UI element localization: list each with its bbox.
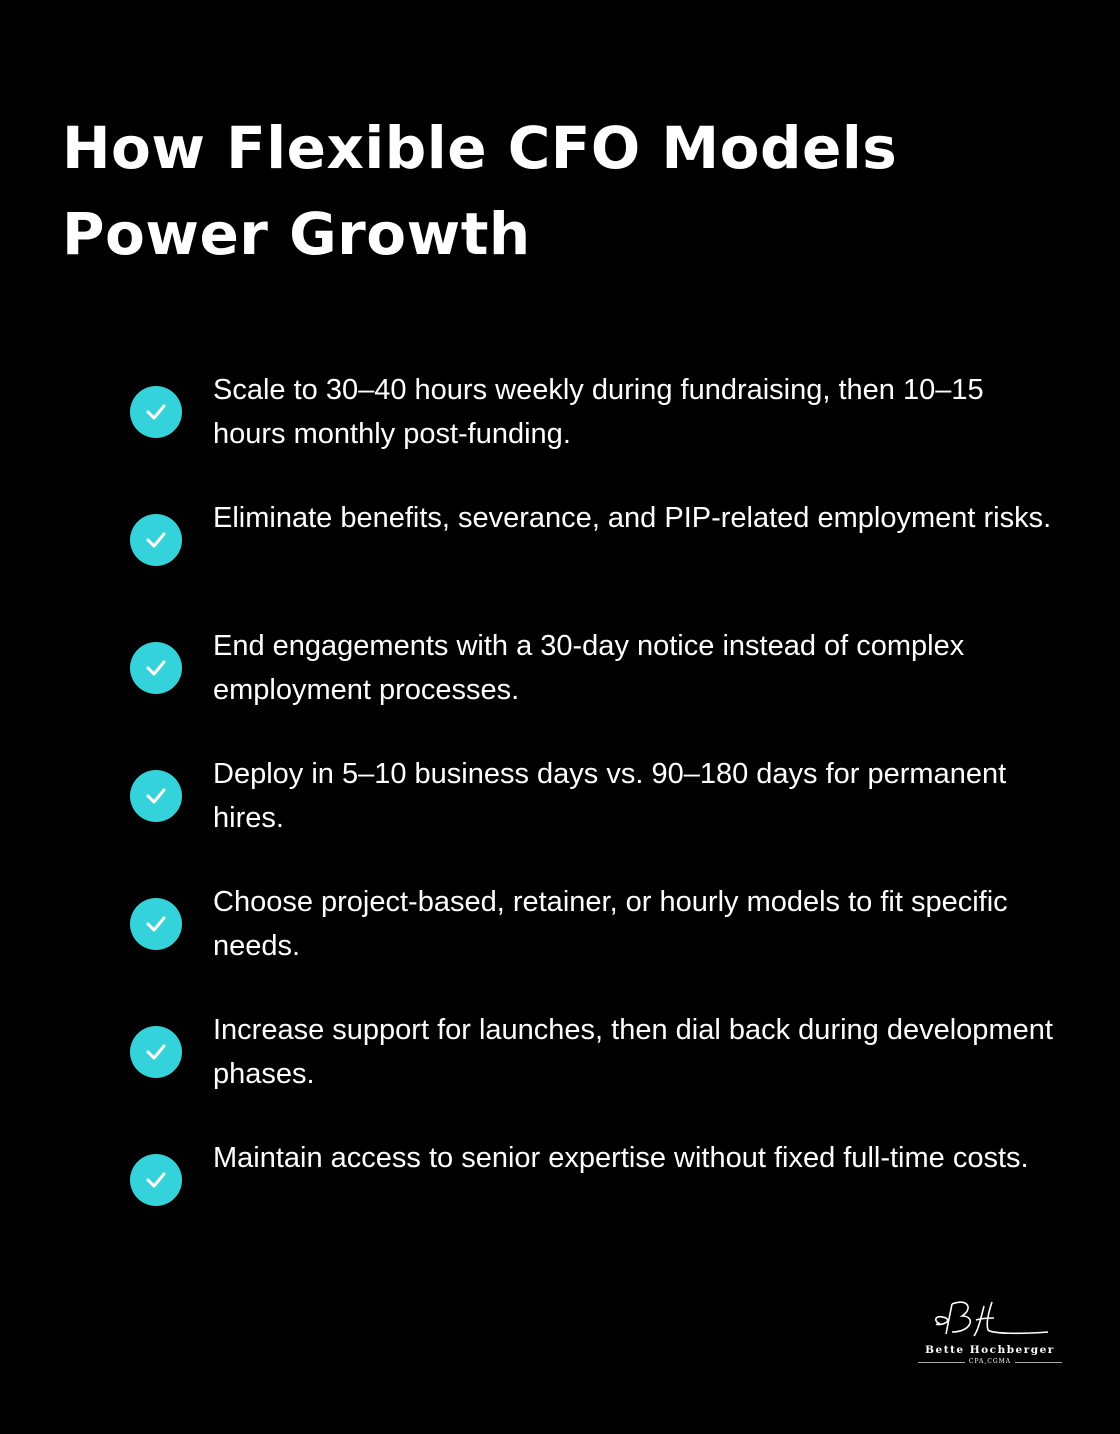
title-line-1: How Flexible CFO Models (62, 114, 898, 182)
check-circle-icon (130, 1154, 182, 1206)
logo-divider-left (918, 1361, 965, 1363)
page-title: How Flexible CFO Models Power Growth (62, 105, 1062, 277)
list-item-text: Scale to 30–40 hours weekly during fundr… (213, 374, 984, 450)
check-circle-icon (130, 642, 182, 694)
list-item-text: End engagements with a 30-day notice ins… (213, 630, 965, 706)
logo-credentials-row: CPA,CGMA (918, 1358, 1062, 1366)
list-item: Eliminate benefits, severance, and PIP-r… (130, 496, 1060, 624)
benefit-list: Scale to 30–40 hours weekly during fundr… (130, 368, 1060, 1264)
list-item: Increase support for launches, then dial… (130, 1008, 1060, 1136)
list-item: Maintain access to senior expertise with… (130, 1136, 1060, 1264)
list-item: Scale to 30–40 hours weekly during fundr… (130, 368, 1060, 496)
check-circle-icon (130, 386, 182, 438)
signature-monogram-icon (934, 1301, 1049, 1337)
logo-name: Bette Hochberger (925, 1344, 1055, 1356)
list-item-text: Eliminate benefits, severance, and PIP-r… (213, 502, 1052, 534)
list-item: Choose project-based, retainer, or hourl… (130, 880, 1060, 1008)
check-circle-icon (130, 1026, 182, 1078)
list-item: Deploy in 5–10 business days vs. 90–180 … (130, 752, 1060, 880)
logo-divider-right (1015, 1361, 1062, 1363)
title-line-2: Power Growth (62, 200, 531, 268)
list-item-text: Maintain access to senior expertise with… (213, 1142, 1029, 1174)
list-item-text: Choose project-based, retainer, or hourl… (213, 886, 1008, 962)
check-circle-icon (130, 898, 182, 950)
check-circle-icon (130, 770, 182, 822)
logo-credentials: CPA,CGMA (968, 1358, 1012, 1365)
list-item-text: Deploy in 5–10 business days vs. 90–180 … (213, 758, 1007, 834)
list-item-text: Increase support for launches, then dial… (213, 1014, 1053, 1090)
brand-logo: Bette Hochberger CPA,CGMA (918, 1294, 1062, 1366)
check-circle-icon (130, 514, 182, 566)
list-item: End engagements with a 30-day notice ins… (130, 624, 1060, 752)
